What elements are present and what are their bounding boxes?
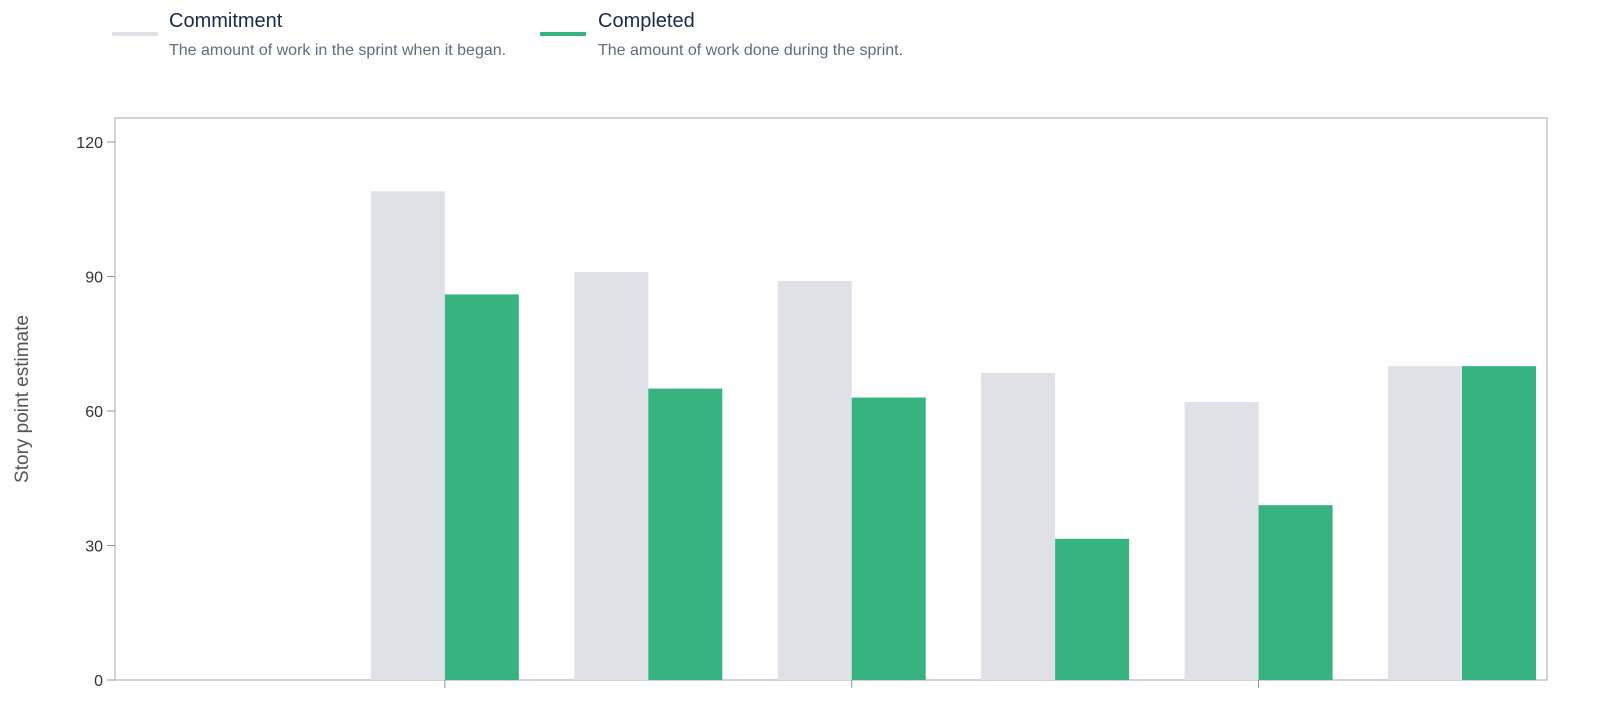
bar-completed-5[interactable] xyxy=(1258,505,1333,680)
y-tick-label: 0 xyxy=(94,673,103,690)
legend-title-completed: Completed xyxy=(598,10,695,32)
bar-commitment-5[interactable] xyxy=(1184,402,1259,680)
bar-completed-6[interactable] xyxy=(1462,366,1536,680)
bar-commitment-4[interactable] xyxy=(981,372,1056,680)
completed-swatch xyxy=(540,32,586,36)
bars-layer xyxy=(370,191,1536,681)
bar-commitment-1[interactable] xyxy=(370,191,445,681)
legend-description-commitment: The amount of work in the sprint when it… xyxy=(169,42,507,59)
bar-completed-1[interactable] xyxy=(444,294,519,680)
bar-completed-3[interactable] xyxy=(851,397,926,680)
commitment-swatch xyxy=(112,32,158,36)
bar-completed-2[interactable] xyxy=(648,388,723,680)
bar-commitment-3[interactable] xyxy=(777,280,852,680)
axes-layer: 0 30 60 90 120 xyxy=(76,135,1260,690)
y-tick-label: 120 xyxy=(76,135,103,152)
y-axis-title: Story point estimate xyxy=(12,315,33,483)
bar-completed-4[interactable] xyxy=(1055,538,1130,680)
legend-title-commitment: Commitment xyxy=(169,10,283,32)
y-tick-label: 60 xyxy=(85,404,103,421)
bar-commitment-2[interactable] xyxy=(574,272,649,680)
y-tick-label: 30 xyxy=(85,539,103,556)
y-tick-label: 90 xyxy=(85,270,103,287)
legend-description-completed: The amount of work done during the sprin… xyxy=(598,42,904,59)
bar-commitment-6[interactable] xyxy=(1388,366,1462,680)
chart-legend: Commitment The amount of work in the spr… xyxy=(0,8,1600,68)
